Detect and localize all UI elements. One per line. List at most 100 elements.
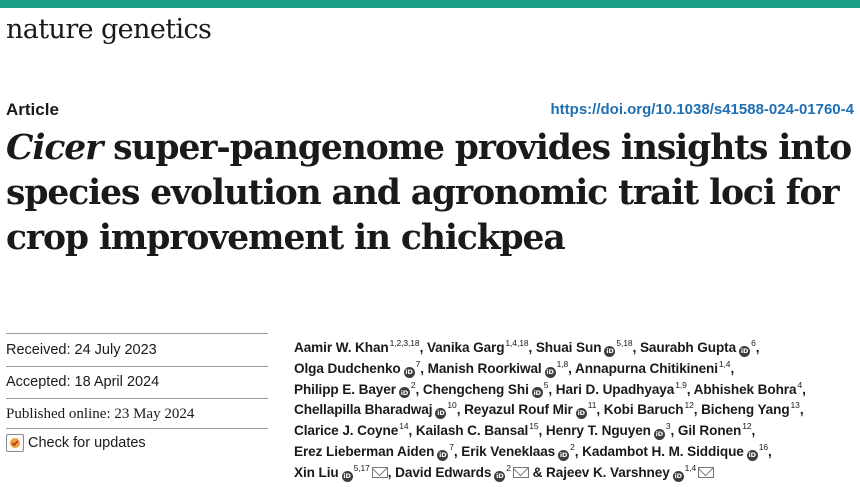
author-name[interactable]: Henry T. Nguyen iD3,: [545, 422, 674, 441]
received-date: Received: 24 July 2023: [6, 342, 157, 358]
author-separator: ,: [538, 423, 543, 439]
divider-published: [6, 428, 268, 429]
orcid-icon[interactable]: iD: [653, 429, 665, 441]
author-separator: ,: [548, 381, 553, 397]
author-name-text: Aamir W. Khan: [294, 340, 389, 355]
author-name[interactable]: Saurabh Gupta iD6,: [639, 338, 759, 357]
author-name[interactable]: Abhishek Bohra4,: [694, 380, 806, 397]
journal-name[interactable]: nature genetics: [6, 14, 212, 45]
author-name[interactable]: Erez Lieberman Aiden iD7,: [294, 441, 458, 461]
author-name[interactable]: Manish Roorkiwal iD1,8,: [427, 360, 572, 378]
author-affiliation: 5,18: [616, 338, 633, 348]
doi-link[interactable]: https://doi.org/10.1038/s41588-024-01760…: [550, 101, 855, 118]
journal-top-bar: [0, 0, 860, 8]
author-name[interactable]: Chellapilla Bharadwaj iD10,: [294, 401, 461, 420]
author-separator: ,: [453, 443, 458, 459]
author-name[interactable]: Vanika Garg1,4,18,: [427, 339, 533, 355]
author-name[interactable]: Annapurna Chitikineni1,4,: [575, 358, 735, 376]
author-name-text: Philipp E. Bayer: [294, 381, 396, 397]
author-name-text: Henry T. Nguyen: [545, 423, 651, 439]
author-name[interactable]: Xin Liu iD5,17,: [294, 462, 392, 482]
author-name-text: Manish Roorkiwal: [427, 360, 542, 376]
orcid-icon[interactable]: iD: [437, 449, 449, 461]
orcid-icon[interactable]: iD: [604, 345, 616, 357]
author-separator: ,: [419, 340, 424, 355]
author-name[interactable]: Kadambot H. M. Siddique iD16,: [582, 441, 772, 461]
orcid-icon[interactable]: iD: [403, 366, 415, 378]
title-rest: super-pangenome provides insights into s…: [6, 128, 852, 258]
orcid-icon[interactable]: iD: [544, 366, 556, 378]
author-affiliation: 7: [415, 358, 421, 369]
author-name[interactable]: Shuai Sun iD5,18,: [535, 338, 636, 357]
author-name-text: Erik Veneklaas: [461, 443, 556, 459]
author-affiliation: 1,4: [718, 358, 731, 369]
author-separator: ,: [802, 381, 806, 397]
orcid-icon[interactable]: iD: [531, 387, 543, 399]
author-separator: &: [528, 464, 543, 480]
author-name-text: Erez Lieberman Aiden: [294, 443, 435, 459]
orcid-icon[interactable]: iD: [494, 470, 506, 482]
orcid-icon[interactable]: iD: [341, 470, 353, 482]
author-name-text: Kobi Baruch: [603, 402, 684, 418]
author-name-text: Reyazul Rouf Mir: [464, 402, 573, 418]
orcid-icon[interactable]: iD: [435, 408, 447, 420]
author-affiliation: 7: [449, 441, 454, 452]
author-list: Aamir W. Khan1,2,3,18, Vanika Garg1,4,18…: [294, 338, 854, 484]
check-for-updates-button[interactable]: Check for updates: [6, 434, 146, 452]
orcid-icon[interactable]: iD: [746, 449, 758, 461]
author-separator: ,: [686, 381, 691, 397]
author-separator: ,: [456, 402, 461, 418]
orcid-icon[interactable]: iD: [398, 387, 410, 399]
orcid-icon[interactable]: iD: [672, 470, 684, 482]
divider-received: [6, 366, 268, 367]
author-name[interactable]: Reyazul Rouf Mir iD11,: [464, 400, 601, 420]
author-name[interactable]: David Edwards iD2 &: [395, 464, 543, 482]
author-separator: ,: [528, 340, 533, 355]
mail-icon[interactable]: [698, 466, 715, 478]
author-name[interactable]: Bicheng Yang13,: [701, 401, 803, 417]
author-separator: ,: [415, 381, 420, 397]
author-name[interactable]: Kobi Baruch12,: [603, 401, 698, 418]
author-name-text: Kailash C. Bansal: [415, 423, 529, 439]
author-name-text: Kadambot H. M. Siddique: [582, 443, 744, 459]
mail-icon[interactable]: [512, 466, 529, 478]
author-affiliation: 16: [758, 441, 769, 452]
author-separator: ,: [568, 360, 572, 376]
author-separator: ,: [693, 402, 698, 418]
author-name[interactable]: Aamir W. Khan1,2,3,18,: [294, 338, 424, 355]
author-name[interactable]: Rajeev K. Varshney iD1,4: [546, 462, 715, 482]
author-name-text: Chellapilla Bharadwaj: [294, 402, 433, 418]
author-affiliation: 6: [751, 338, 756, 348]
check-updates-label: Check for updates: [28, 435, 146, 451]
author-name[interactable]: Hari D. Upadhyaya1,9,: [556, 379, 691, 397]
author-name-text: David Edwards: [395, 464, 492, 480]
mail-icon[interactable]: [371, 466, 388, 478]
author-name-text: Clarice J. Coyne: [294, 423, 399, 439]
author-name-text: Rajeev K. Varshney: [546, 464, 670, 480]
author-name[interactable]: Gil Ronen12,: [678, 422, 755, 438]
author-name[interactable]: Philipp E. Bayer iD2,: [294, 379, 420, 399]
author-affiliation: 1,9: [675, 379, 687, 390]
author-affiliation: 1,4: [684, 462, 697, 473]
author-name[interactable]: Olga Dudchenko iD7,: [294, 358, 424, 378]
article-type: Article: [6, 100, 59, 119]
title-genus: Cicer: [6, 128, 103, 168]
author-name[interactable]: Chengcheng Shi iD5,: [423, 379, 553, 399]
author-affiliation: 5: [543, 379, 549, 390]
author-separator: ,: [730, 360, 735, 376]
author-affiliation: 5,17: [353, 462, 370, 473]
author-name[interactable]: Clarice J. Coyne14,: [294, 422, 412, 439]
check-updates-icon: [6, 434, 24, 452]
author-name-text: Shuai Sun: [535, 340, 602, 355]
orcid-icon[interactable]: iD: [739, 345, 751, 357]
author-affiliation: 1,2,3,18: [389, 338, 420, 348]
author-affiliation: 2: [410, 379, 416, 390]
author-name-text: Annapurna Chitikineni: [575, 360, 718, 376]
author-name[interactable]: Kailash C. Bansal15,: [415, 422, 543, 439]
author-name[interactable]: Erik Veneklaas iD2,: [461, 443, 579, 461]
orcid-icon[interactable]: iD: [575, 408, 587, 420]
orcid-icon[interactable]: iD: [558, 449, 570, 461]
author-separator: ,: [596, 402, 601, 418]
author-name-text: Saurabh Gupta: [639, 340, 737, 355]
author-affiliation: 11: [587, 400, 597, 411]
